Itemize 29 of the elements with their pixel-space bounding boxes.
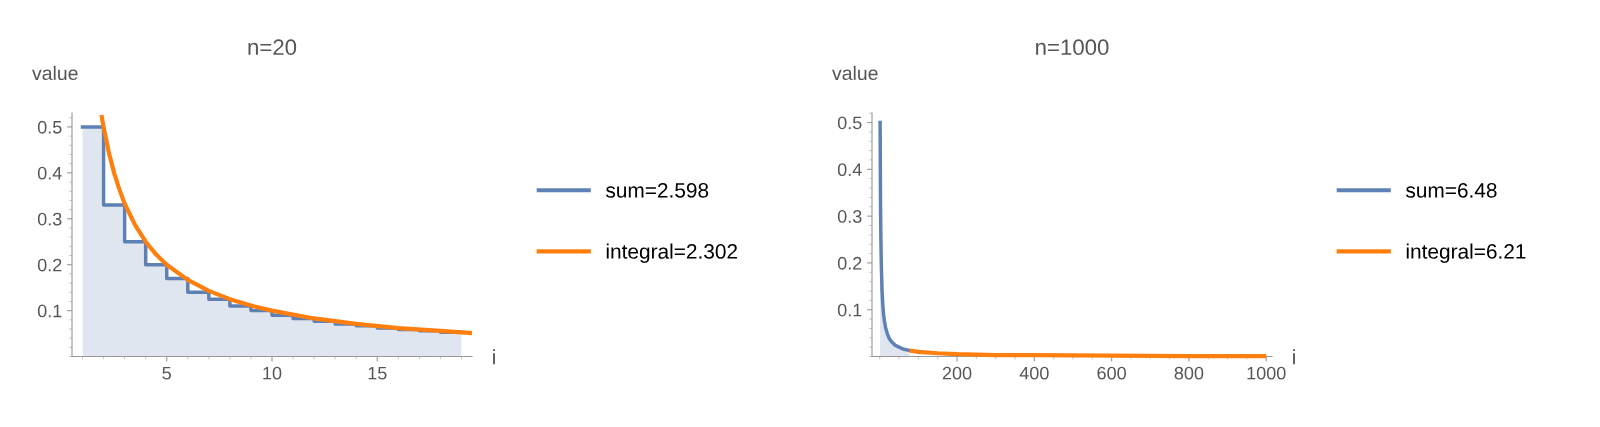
- y-tick-label: 0.4: [37, 166, 62, 180]
- x-tick-label: 800: [1174, 366, 1204, 380]
- x-axis-title: i: [1293, 349, 1295, 365]
- legend-label: sum=6.48: [1406, 182, 1497, 198]
- y-tick-label: 0.4: [837, 163, 862, 177]
- x-tick-label: 5: [162, 366, 171, 380]
- chart-title: n=20: [248, 39, 297, 56]
- y-tick-label: 0.5: [837, 116, 862, 130]
- y-axis-title: value: [832, 65, 878, 81]
- y-axis-title: value: [32, 65, 78, 81]
- x-tick-label: 10: [263, 366, 282, 380]
- x-tick-label: 1000: [1247, 366, 1286, 380]
- x-axis-title: i: [493, 349, 495, 365]
- y-tick-label: 0.2: [837, 256, 862, 270]
- y-tick-label: 0.5: [37, 120, 62, 134]
- x-tick-label: 600: [1097, 366, 1126, 380]
- x-tick-label: 15: [368, 366, 387, 380]
- y-tick-label: 0.2: [37, 258, 62, 272]
- x-tick-label: 400: [1019, 366, 1049, 380]
- legend-label: integral=6.21: [1406, 243, 1526, 263]
- line-series: [99, 112, 475, 336]
- y-tick-label: 0.1: [837, 303, 862, 317]
- chart-title: n=1000: [1036, 39, 1109, 56]
- y-tick-label: 0.3: [37, 212, 62, 226]
- x-tick-label: 200: [942, 366, 972, 380]
- legend-label: integral=2.302: [606, 243, 737, 263]
- y-tick-label: 0.3: [837, 210, 862, 223]
- y-tick-label: 0.1: [37, 304, 62, 318]
- legend-label: sum=2.598: [606, 182, 709, 198]
